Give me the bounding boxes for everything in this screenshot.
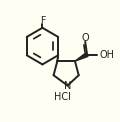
Text: OH: OH xyxy=(100,50,115,60)
Text: N: N xyxy=(64,81,71,91)
Text: HCl: HCl xyxy=(54,92,71,102)
Text: O: O xyxy=(81,33,89,43)
Text: F: F xyxy=(40,16,45,25)
Polygon shape xyxy=(75,53,88,61)
